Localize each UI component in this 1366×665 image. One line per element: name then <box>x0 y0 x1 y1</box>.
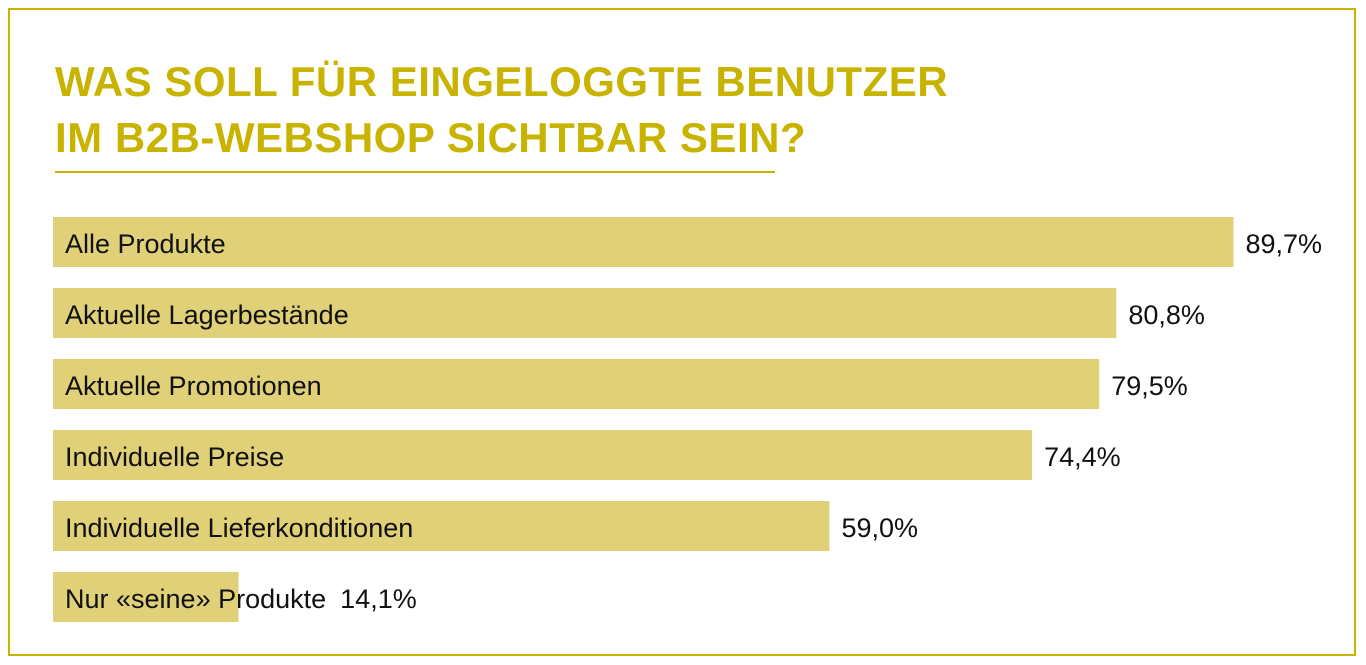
category-label: Aktuelle Promotionen <box>65 371 322 401</box>
bar <box>53 572 239 622</box>
category-label: Alle Produkte <box>65 229 226 259</box>
chart-title-line-1: WAS SOLL FÜR EINGELOGGTE BENUTZER <box>55 58 949 105</box>
bar-group: Individuelle Preise 74,4% <box>53 430 1121 480</box>
bar <box>53 217 1234 267</box>
bar-group: Individuelle Lieferkonditionen 59,0% <box>53 501 918 551</box>
category-label: Aktuelle Lagerbestände <box>65 300 349 330</box>
bar-group: Alle Produkte 89,7% <box>53 217 1322 267</box>
value-label: 80,8% <box>1128 300 1205 330</box>
chart-title: WAS SOLL FÜR EINGELOGGTE BENUTZER IM B2B… <box>55 54 948 166</box>
bar <box>53 359 1100 409</box>
value-label: 14,1% <box>340 584 417 614</box>
bar <box>53 501 830 551</box>
bar-group: Aktuelle Lagerbestände 80,8% <box>53 288 1205 338</box>
value-label: 89,7% <box>1245 229 1322 259</box>
value-label: 59,0% <box>841 513 918 543</box>
category-label: Nur «seine» Produkte <box>65 584 326 614</box>
chart-title-line-2: IM B2B-WEBSHOP SICHTBAR SEIN? <box>55 114 807 161</box>
value-label: 74,4% <box>1044 442 1121 472</box>
title-underline <box>55 171 775 173</box>
category-label: Individuelle Lieferkonditionen <box>65 513 413 543</box>
value-label: 79,5% <box>1111 371 1188 401</box>
category-label: Individuelle Preise <box>65 442 284 472</box>
bar-group: Aktuelle Promotionen 79,5% <box>53 359 1188 409</box>
bar-group: Nur «seine» Produkte 14,1% <box>53 572 417 622</box>
bar <box>53 430 1033 480</box>
bar <box>53 288 1117 338</box>
